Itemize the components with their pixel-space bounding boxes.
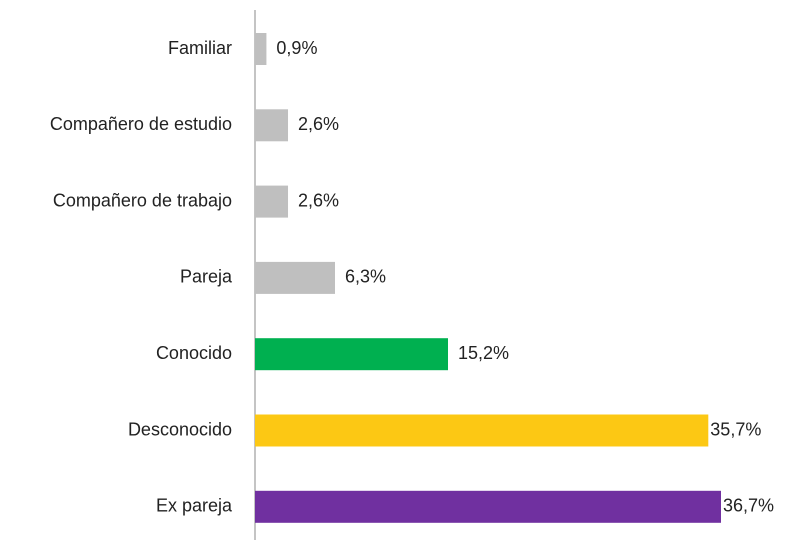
value-label: 0,9% — [276, 38, 317, 58]
category-label: Pareja — [180, 267, 233, 287]
bar — [255, 33, 267, 65]
bar — [255, 490, 721, 523]
value-label: 35,7% — [710, 419, 761, 439]
bar — [255, 261, 335, 294]
category-label: Conocido — [156, 343, 232, 363]
category-label: Familiar — [168, 38, 232, 58]
category-label: Compañero de trabajo — [53, 190, 232, 210]
value-label: 2,6% — [298, 190, 339, 210]
bar — [255, 338, 449, 371]
bar — [255, 109, 289, 142]
value-label: 6,3% — [345, 267, 386, 287]
bar — [255, 185, 289, 218]
bar — [255, 414, 709, 447]
category-label: Ex pareja — [156, 496, 233, 516]
value-label: 36,7% — [723, 496, 774, 516]
value-label: 15,2% — [458, 343, 509, 363]
value-label: 2,6% — [298, 114, 339, 134]
category-label: Compañero de estudio — [50, 114, 232, 134]
category-label: Desconocido — [128, 419, 232, 439]
